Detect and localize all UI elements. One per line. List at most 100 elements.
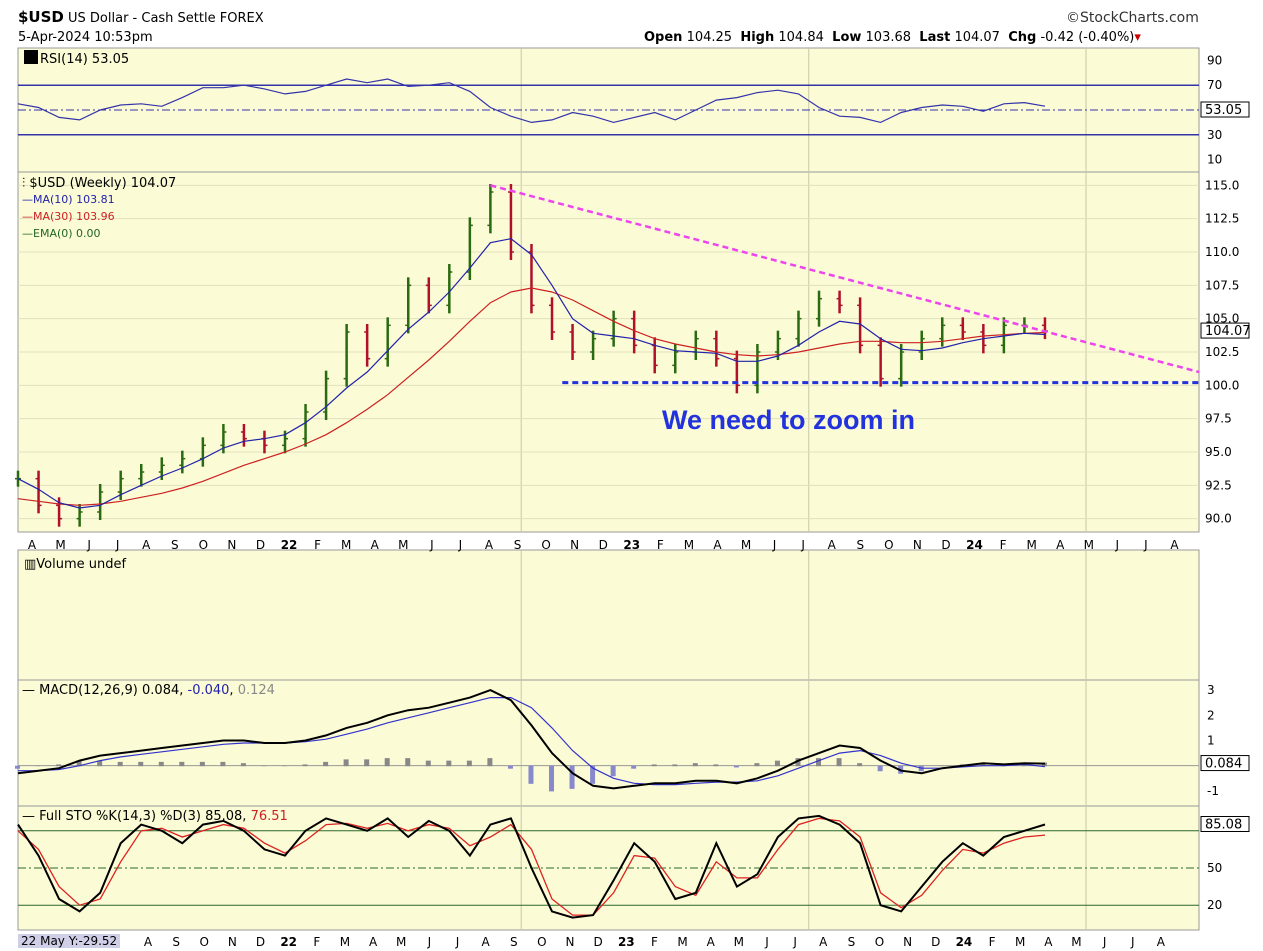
rsi-last-label-box — [1200, 101, 1250, 118]
x-tick-label: J — [86, 538, 91, 552]
macd-histogram-bar — [569, 765, 575, 789]
x-tick-label-bottom: A — [482, 935, 491, 949]
sto-k-line — [17, 814, 1046, 919]
last-value: 104.07 — [954, 30, 1000, 45]
macd-histogram-bar — [466, 760, 472, 767]
chart-datetime: 5-Apr-2024 10:53pm — [18, 30, 153, 45]
x-tick-label: S — [514, 538, 522, 552]
x-tick-label: A — [713, 538, 722, 552]
macd-histogram-bar — [446, 760, 452, 767]
price-tick-label: 110.0 — [1205, 245, 1239, 259]
x-tick-label: N — [570, 538, 579, 552]
x-tick-label-bottom: J — [455, 935, 460, 949]
x-tick-label-bottom: A — [707, 935, 716, 949]
macd-histogram-bar — [877, 765, 883, 772]
signal-value: -0.040 — [187, 683, 230, 698]
macd-histogram-bar — [138, 761, 144, 767]
x-tick-label: A — [485, 538, 494, 552]
macd-histogram-bar — [199, 761, 205, 767]
x-tick-label: 23 — [623, 538, 640, 552]
macd-histogram-bar — [384, 758, 390, 767]
x-tick-label: J — [1143, 538, 1148, 552]
x-tick-label: D — [599, 538, 608, 552]
x-tick-label: F — [1000, 538, 1007, 552]
price-title: ⫶ $USD (Weekly) 104.07 — [22, 176, 177, 191]
macd-histogram-bar — [282, 765, 288, 767]
sto-tick-label: 20 — [1207, 898, 1222, 912]
x-tick-label: S — [856, 538, 864, 552]
macd-tick-label: 3 — [1207, 683, 1215, 697]
macd-histogram-bar — [302, 764, 308, 767]
price-tick-label: 95.0 — [1205, 445, 1232, 459]
x-tick-label-bottom: D — [931, 935, 940, 949]
rsi-icon — [24, 50, 38, 64]
rsi-tick-label: 70 — [1207, 78, 1222, 92]
x-tick-label-bottom: J — [1102, 935, 1107, 949]
macd-histogram-bar — [774, 760, 780, 767]
macd-histogram-bar — [15, 765, 20, 769]
macd-histogram-bar — [240, 763, 246, 767]
macd-histogram-bar — [220, 761, 226, 767]
brand-logo: ©StockCharts.com — [1066, 10, 1199, 26]
price-tick-label: 102.5 — [1205, 345, 1239, 359]
high-label: High — [740, 30, 775, 45]
macd-histogram-bar — [343, 759, 349, 767]
x-tick-label-bottom: A — [819, 935, 828, 949]
macd-tick-label: 1 — [1207, 733, 1215, 747]
x-tick-label-bottom: O — [875, 935, 884, 949]
ohlc-readout: Open 104.25 High 104.84 Low 103.68 Last … — [644, 30, 1141, 45]
x-tick-label: N — [913, 538, 922, 552]
last-label: Last — [919, 30, 951, 45]
macd-histogram-bar — [1021, 764, 1027, 767]
x-tick-label-bottom: J — [1130, 935, 1135, 949]
price-tick-label: 107.5 — [1205, 278, 1239, 292]
x-tick-label-bottom: M — [1071, 935, 1081, 949]
macd-histogram-bar — [651, 764, 657, 767]
macd-tick-label: 2 — [1207, 708, 1215, 722]
macd-last-label: 0.084 — [1205, 757, 1242, 772]
x-tick-label-bottom: M — [340, 935, 350, 949]
macd-histogram-bar — [672, 764, 678, 767]
x-tick-label-bottom: A — [369, 935, 378, 949]
macd-histogram-bar — [692, 763, 698, 767]
x-tick-label-bottom: A — [144, 935, 153, 949]
x-tick-label: M — [341, 538, 351, 552]
cursor-readout: 22 May Y:-29.52 — [18, 934, 121, 948]
macd-histogram-bar — [76, 760, 82, 767]
macd-histogram-bar — [610, 765, 616, 777]
x-tick-label: O — [541, 538, 550, 552]
x-tick-label-bottom: A — [1044, 935, 1053, 949]
chg-label: Chg — [1008, 30, 1037, 45]
macd-histogram-bar — [528, 765, 534, 784]
x-tick-label-bottom: O — [537, 935, 546, 949]
k-value: 85.08 — [205, 809, 243, 824]
sto-title: — Full STO %K(14,3) %D(3) 85.08, 76.51 — [22, 809, 288, 824]
copyright-icon: © — [1066, 10, 1080, 26]
x-tick-label-bottom: 23 — [618, 935, 635, 949]
down-arrow-icon: ▾ — [1134, 30, 1141, 45]
exchange: FOREX — [219, 11, 264, 26]
x-tick-label: 22 — [281, 538, 298, 552]
low-label: Low — [832, 30, 862, 45]
macd-histogram-bar — [323, 761, 329, 767]
x-tick-label-bottom: J — [427, 935, 432, 949]
vol-panel-frame — [17, 549, 1200, 681]
macd-histogram-bar — [631, 765, 637, 769]
ema-legend: —EMA(0) 0.00 — [22, 227, 101, 240]
x-tick-label-bottom: M — [396, 935, 406, 949]
macd-histogram-bar — [733, 765, 739, 768]
x-tick-label: S — [171, 538, 179, 552]
macd-panel-frame — [17, 679, 1200, 807]
x-tick-label-bottom: S — [172, 935, 180, 949]
macd-histogram-bar — [425, 760, 431, 767]
x-tick-label: J — [429, 538, 434, 552]
sto-d-line — [17, 817, 1046, 916]
volume-title: ▥Volume undef — [24, 557, 127, 572]
price-tick-label: 92.5 — [1205, 478, 1232, 492]
x-tick-label: M — [398, 538, 408, 552]
macd-line — [17, 689, 1046, 790]
macd-histogram-bar — [836, 758, 842, 767]
x-tick-label: N — [227, 538, 236, 552]
x-tick-label-bottom: D — [256, 935, 265, 949]
